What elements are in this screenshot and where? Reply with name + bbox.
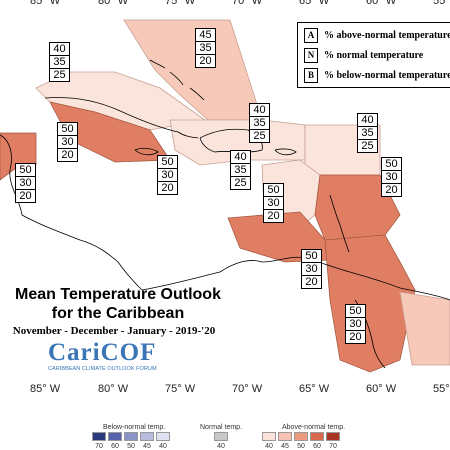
lon-label-top: 55° W (433, 0, 450, 7)
caricof-logo: CariCOF CARIBBEAN CLIMATE OUTLOOK FORUM (48, 339, 178, 373)
caricof-logo-subtitle: CARIBBEAN CLIMATE OUTLOOK FORUM (48, 366, 157, 372)
legend-above-swatch (294, 432, 308, 441)
legend-below-title: Below-normal temp. (103, 424, 166, 431)
lon-label-bottom: 60° W (366, 383, 397, 395)
legend-normal-swatch (214, 432, 228, 441)
map-title: Mean Temperature Outlook (15, 286, 221, 303)
lon-label-top: 75° W (165, 0, 196, 7)
longitude-labels-bottom: 85° W 80° W 75° W 70° W 65° W 60° W 55° … (30, 383, 450, 395)
bahamas-islands (149, 59, 205, 101)
prob-box-guianas: 50 30 20 (345, 304, 366, 344)
map-subtitle: for the Caribbean (51, 305, 185, 322)
prob-box-hispaniola: 40 35 25 (249, 103, 270, 143)
prob-box-belize: 50 30 20 (15, 163, 36, 203)
prob-box-puerto-rico: 50 30 20 (263, 183, 284, 223)
legend-above-swatch (310, 432, 324, 441)
lon-label-top: 85° W (30, 0, 61, 7)
lon-label-bottom: 70° W (232, 383, 263, 395)
prob-box-southern-hispaniola: 40 35 25 (230, 150, 251, 190)
legend-normal-title: Normal temp. (200, 424, 243, 431)
lon-label-bottom: 85° W (30, 383, 61, 395)
caricof-logo-word: CariCOF (48, 339, 157, 366)
central-america-coast (0, 134, 143, 291)
lon-label-bottom: 80° W (98, 383, 129, 395)
prob-box-leeward-islands: 50 30 20 (381, 157, 402, 197)
legend-above-tick-label: 45 (281, 443, 289, 450)
prob-box-belize-south: 50 30 20 (157, 155, 178, 195)
legend-below-swatch (156, 432, 170, 441)
prob-box-cuba: 40 35 25 (49, 42, 70, 82)
hispaniola-coast (199, 128, 263, 153)
key-letter-normal: N (304, 48, 318, 63)
legend-above-tick-label: 60 (313, 443, 321, 450)
legend-below-swatch (92, 432, 106, 441)
puerto-rico-coast (274, 148, 297, 156)
island-arc (329, 194, 350, 253)
key-letter-below: B (304, 68, 318, 83)
longitude-labels-top: 85° W 80° W 75° W 70° W 65° W 60° W 55° … (30, 0, 450, 7)
key-row-above: A % above-normal temperature (304, 28, 450, 43)
legend-above-tick-label: 70 (329, 443, 337, 450)
legend-below-tick-label: 70 (95, 443, 103, 450)
legend-above-swatch (262, 432, 276, 441)
legend-normal-tick-label: 40 (217, 443, 225, 450)
key-text-above: % above-normal temperature (324, 30, 450, 41)
map-key: A % above-normal temperature N % normal … (297, 22, 450, 88)
legend-above-swatch (326, 432, 340, 441)
lon-label-top: 60° W (366, 0, 397, 7)
prob-box-abc-islands: 50 30 20 (301, 249, 322, 289)
legend-below-swatch (108, 432, 122, 441)
legend-below-tick-label: 60 (111, 443, 119, 450)
lon-label-top: 80° W (98, 0, 129, 7)
prob-box-northern-leewards: 40 35 25 (357, 113, 378, 153)
legend-below-tick-label: 40 (159, 443, 167, 450)
lon-label-bottom: 75° W (165, 383, 196, 395)
legend-above-tick-label: 50 (297, 443, 305, 450)
map-period: November - December - January - 2019-'20 (12, 325, 216, 337)
lon-label-bottom: 65° W (299, 383, 330, 395)
color-legend: Below-normal temp. Normal temp. Above-no… (0, 396, 450, 450)
key-text-below: % below-normal temperature (324, 70, 450, 81)
key-text-normal: % normal temperature (324, 50, 424, 61)
key-row-below: B % below-normal temperature (304, 68, 450, 83)
legend-above-tick-label: 40 (265, 443, 273, 450)
cuba-coast (44, 97, 199, 139)
legend-above-swatch (278, 432, 292, 441)
prob-box-bahamas: 45 35 20 (195, 28, 216, 68)
lon-label-bottom: 55° W (433, 383, 450, 395)
legend-below-swatch (124, 432, 138, 441)
region-suriname (399, 291, 450, 366)
legend-below-tick-label: 50 (127, 443, 135, 450)
jamaica-coast (134, 147, 159, 156)
legend-below-tick-label: 45 (143, 443, 151, 450)
prob-box-jamaica: 50 30 20 (57, 122, 78, 162)
legend-above-title: Above-normal temp. (282, 424, 346, 431)
lon-label-top: 70° W (232, 0, 263, 7)
lon-label-top: 65° W (299, 0, 330, 7)
legend-below-swatch (140, 432, 154, 441)
key-row-normal: N % normal temperature (304, 48, 423, 63)
key-letter-above: A (304, 28, 318, 43)
